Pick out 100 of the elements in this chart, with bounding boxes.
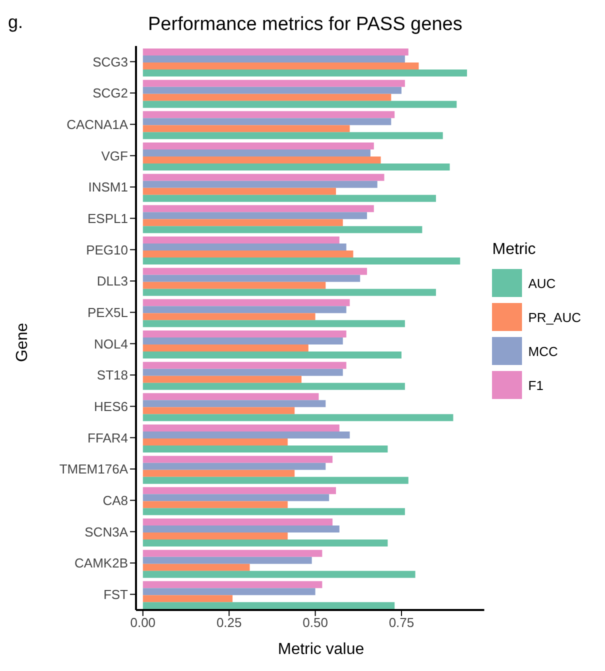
y-tick-label: CACNA1A bbox=[66, 116, 128, 132]
bar bbox=[142, 219, 343, 226]
bar bbox=[142, 100, 457, 108]
bar bbox=[142, 456, 333, 463]
bar bbox=[142, 250, 354, 258]
bar bbox=[142, 376, 302, 383]
bar bbox=[142, 501, 288, 508]
bar bbox=[142, 550, 322, 557]
bar bbox=[142, 368, 343, 376]
bar bbox=[142, 438, 288, 446]
bar bbox=[142, 236, 340, 244]
bar bbox=[142, 244, 346, 251]
bar bbox=[142, 282, 326, 289]
bar bbox=[142, 414, 454, 422]
bar bbox=[142, 508, 405, 516]
bar bbox=[142, 94, 392, 101]
bar bbox=[142, 462, 326, 470]
bar bbox=[142, 156, 381, 164]
bar bbox=[142, 180, 378, 188]
bar bbox=[142, 320, 405, 328]
bar bbox=[142, 393, 319, 400]
bar bbox=[142, 174, 384, 181]
chart-title: Performance metrics for PASS genes bbox=[148, 14, 462, 36]
bar bbox=[142, 382, 405, 390]
y-tick-label: FST bbox=[103, 586, 128, 602]
y-tick-label: NOL4 bbox=[94, 336, 128, 352]
bar bbox=[142, 142, 374, 150]
bar bbox=[142, 540, 388, 547]
bar bbox=[142, 306, 346, 314]
y-axis-title: Gene bbox=[14, 322, 32, 362]
y-tick-label: ST18 bbox=[96, 368, 128, 383]
x-tick-label: 0.00 bbox=[130, 615, 156, 630]
bar bbox=[142, 118, 392, 126]
x-tick-label: 0.50 bbox=[302, 615, 328, 630]
bar bbox=[142, 476, 408, 484]
bar bbox=[142, 330, 346, 338]
bar bbox=[142, 526, 340, 533]
x-axis-title: Metric value bbox=[276, 641, 366, 659]
bar bbox=[142, 86, 402, 94]
bar bbox=[142, 344, 308, 352]
bar bbox=[142, 602, 395, 610]
bar bbox=[142, 581, 322, 588]
bar bbox=[142, 338, 343, 345]
y-tick-label: ESPL1 bbox=[88, 210, 128, 226]
bar bbox=[142, 258, 460, 265]
bar bbox=[142, 556, 312, 564]
bar bbox=[142, 595, 233, 602]
bar bbox=[142, 532, 288, 540]
y-tick-label: VGF bbox=[101, 148, 128, 164]
legend-label: F1 bbox=[528, 378, 544, 392]
bar bbox=[142, 313, 316, 320]
legend-label: MCC bbox=[528, 344, 558, 358]
bar bbox=[142, 424, 340, 432]
x-tick-label: 0.25 bbox=[216, 615, 242, 630]
text: g. bbox=[8, 12, 24, 33]
bar bbox=[142, 494, 330, 502]
bar bbox=[142, 518, 333, 526]
y-tick-label: PEX5L bbox=[88, 304, 128, 320]
bar bbox=[142, 588, 316, 596]
bar bbox=[142, 470, 295, 477]
y-tick-label: DLL3 bbox=[96, 274, 128, 289]
bar bbox=[142, 62, 419, 70]
bar bbox=[142, 48, 408, 56]
y-tick-label: CAMK2B bbox=[74, 556, 128, 571]
bar bbox=[142, 205, 374, 212]
bar bbox=[142, 446, 388, 453]
bar bbox=[142, 288, 436, 296]
y-tick-label: SCN3A bbox=[84, 524, 128, 540]
y-tick-label: PEG10 bbox=[86, 242, 128, 258]
bar bbox=[142, 274, 360, 282]
bar bbox=[142, 125, 350, 132]
y-tick-label: SCG2 bbox=[92, 86, 128, 101]
y-tick-label: TMEM176A bbox=[59, 462, 128, 477]
bar bbox=[142, 111, 395, 118]
legend-title: Metric bbox=[492, 241, 537, 259]
bar bbox=[142, 132, 443, 140]
bar bbox=[142, 432, 350, 439]
bar bbox=[142, 194, 436, 202]
bar bbox=[142, 299, 350, 306]
x-tick-label: 0.75 bbox=[388, 615, 414, 630]
y-tick-label: SCG3 bbox=[92, 54, 128, 70]
bar bbox=[142, 70, 468, 77]
bar bbox=[142, 80, 405, 87]
bar bbox=[142, 407, 295, 414]
bar bbox=[142, 56, 405, 63]
bar bbox=[142, 564, 250, 571]
bar bbox=[142, 400, 326, 408]
y-tick-label: INSM1 bbox=[88, 180, 128, 195]
y-tick-label: FFAR4 bbox=[88, 430, 128, 446]
bar bbox=[142, 164, 450, 171]
legend-label: AUC bbox=[528, 276, 556, 290]
bar bbox=[142, 570, 416, 578]
bar bbox=[142, 150, 370, 157]
bar bbox=[142, 268, 368, 275]
bar bbox=[142, 188, 336, 195]
bar bbox=[142, 212, 368, 220]
bar bbox=[142, 487, 336, 494]
y-tick-label: HES6 bbox=[94, 398, 128, 414]
bar bbox=[142, 226, 422, 234]
y-tick-label: CA8 bbox=[102, 492, 128, 508]
